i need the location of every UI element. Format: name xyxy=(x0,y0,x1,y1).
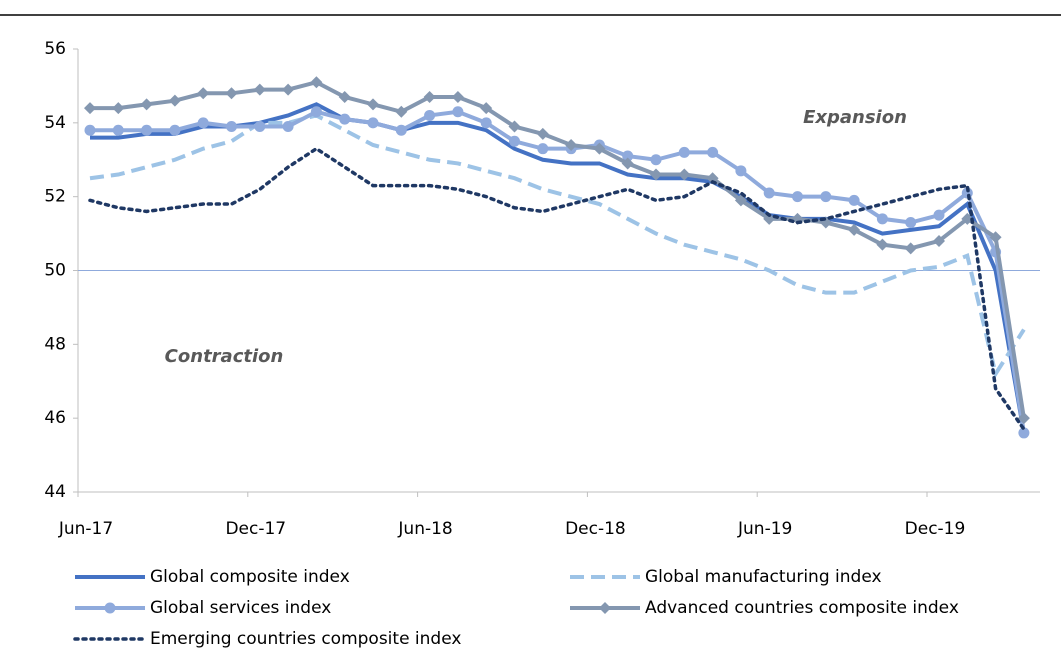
marker xyxy=(197,87,210,100)
marker xyxy=(593,142,606,155)
marker xyxy=(424,109,436,121)
marker xyxy=(678,168,691,181)
marker xyxy=(848,194,860,206)
marker xyxy=(565,138,578,151)
marker xyxy=(423,90,436,103)
series-line xyxy=(90,80,1026,419)
marker xyxy=(904,242,917,255)
y-tick-label: 50 xyxy=(44,261,66,281)
x-tick-label: Dec-18 xyxy=(565,519,626,539)
marker xyxy=(338,90,351,103)
y-tick-label: 44 xyxy=(44,482,66,502)
marker xyxy=(792,191,803,203)
marker xyxy=(112,124,124,136)
marker xyxy=(734,194,747,207)
marker xyxy=(84,124,96,136)
legend-label: Global services index xyxy=(150,598,331,618)
series-line xyxy=(88,146,1026,431)
y-tick-label: 52 xyxy=(44,187,66,207)
series-line xyxy=(90,102,1026,434)
marker xyxy=(763,187,775,199)
marker xyxy=(848,223,861,236)
marker xyxy=(905,217,917,229)
marker xyxy=(876,238,889,251)
marker xyxy=(480,117,492,129)
annotation: Expansion xyxy=(803,107,907,128)
marker xyxy=(310,106,322,118)
marker xyxy=(622,150,634,162)
y-tick-label: 46 xyxy=(44,408,66,428)
marker xyxy=(339,113,351,125)
legend-label: Advanced countries composite index xyxy=(645,598,959,618)
legend-marker xyxy=(104,602,116,614)
x-tick-label: Jun-19 xyxy=(737,519,792,539)
marker xyxy=(763,212,776,225)
marker xyxy=(310,76,323,89)
annotation: Contraction xyxy=(165,346,284,367)
marker xyxy=(226,121,237,133)
series-line xyxy=(90,109,1026,434)
marker xyxy=(707,146,719,158)
marker xyxy=(735,165,747,177)
legend-label: Emerging countries composite index xyxy=(150,629,461,649)
marker xyxy=(876,213,888,225)
x-tick-label: Dec-19 xyxy=(905,519,966,539)
y-tick-label: 48 xyxy=(44,334,66,354)
y-tick-label: 54 xyxy=(44,113,66,133)
marker xyxy=(989,231,1002,244)
marker xyxy=(112,102,125,115)
marker xyxy=(282,83,295,96)
series-line xyxy=(89,113,1026,379)
x-tick-label: Dec-17 xyxy=(225,519,286,539)
legend-label: Global manufacturing index xyxy=(645,567,882,587)
marker xyxy=(84,102,96,115)
marker xyxy=(621,157,634,170)
marker xyxy=(650,168,662,181)
marker xyxy=(650,154,662,166)
marker xyxy=(253,83,266,96)
marker xyxy=(395,105,408,118)
marker xyxy=(197,117,209,129)
marker xyxy=(536,127,549,140)
marker xyxy=(395,124,407,136)
marker xyxy=(508,120,521,133)
marker xyxy=(169,124,181,136)
marker xyxy=(1017,412,1030,425)
marker xyxy=(141,124,153,136)
marker xyxy=(282,121,294,133)
marker xyxy=(678,146,690,158)
marker xyxy=(537,143,549,155)
x-tick-label: Jun-18 xyxy=(397,519,452,539)
marker xyxy=(367,117,379,129)
marker xyxy=(1018,427,1030,439)
marker xyxy=(509,135,520,147)
marker xyxy=(480,102,493,115)
marker xyxy=(933,234,945,247)
legend-marker xyxy=(599,602,611,614)
legend-label: Global composite index xyxy=(150,567,350,587)
x-tick-label: Jun-17 xyxy=(58,519,113,539)
marker xyxy=(452,106,464,118)
marker xyxy=(254,121,266,133)
marker xyxy=(367,98,379,111)
marker xyxy=(933,209,945,221)
marker xyxy=(820,191,832,203)
y-tick-label: 56 xyxy=(44,39,66,59)
marker xyxy=(140,98,153,111)
marker xyxy=(451,90,464,103)
marker xyxy=(961,212,974,225)
marker xyxy=(225,87,238,100)
marker xyxy=(168,94,181,107)
